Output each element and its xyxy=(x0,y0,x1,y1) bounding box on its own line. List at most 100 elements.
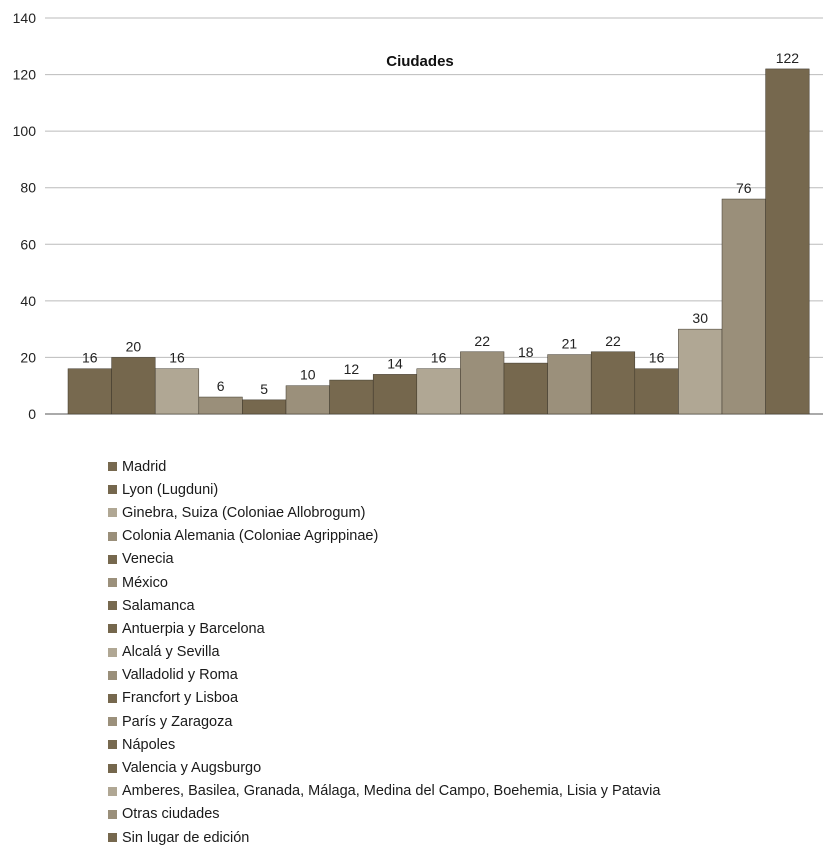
legend-item: Salamanca xyxy=(108,594,660,617)
legend-item: Valencia y Augsburgo xyxy=(108,756,660,779)
bar xyxy=(590,351,636,415)
legend-label: Otras ciudades xyxy=(122,806,220,823)
legend-swatch xyxy=(108,786,117,796)
bars xyxy=(67,68,810,415)
legend-label: Amberes, Basilea, Granada, Málaga, Medin… xyxy=(122,783,661,800)
legend-label: Antuerpia y Barcelona xyxy=(122,620,265,637)
y-tick-label: 40 xyxy=(20,293,36,309)
legend-swatch xyxy=(108,531,117,541)
bar xyxy=(198,396,243,415)
legend-item: Madrid xyxy=(108,455,660,478)
legend-label: Sin lugar de edición xyxy=(122,829,250,846)
y-tick-label: 120 xyxy=(13,67,37,83)
legend-item: Nápoles xyxy=(108,733,660,756)
legend-swatch xyxy=(108,717,117,727)
bar xyxy=(329,379,374,415)
legend-item: Antuerpia y Barcelona xyxy=(108,617,660,640)
bar xyxy=(503,362,548,415)
legend-label: Madrid xyxy=(122,458,167,475)
legend-label: Lyon (Lugduni) xyxy=(122,481,219,498)
legend-item: Otras ciudades xyxy=(108,803,660,826)
legend-label: Venecia xyxy=(122,551,174,568)
bar xyxy=(111,357,156,415)
legend-swatch xyxy=(108,763,117,773)
legend-swatch xyxy=(108,809,117,819)
bar-value-label: 14 xyxy=(387,355,403,371)
legend-swatch xyxy=(108,578,117,588)
legend-swatch xyxy=(108,833,117,843)
bar xyxy=(547,354,592,415)
y-tick-label: 0 xyxy=(28,406,36,422)
bar xyxy=(721,198,766,415)
bar-value-label: 18 xyxy=(518,344,534,360)
chart-title: Ciudades xyxy=(386,53,454,70)
legend-item: Sin lugar de edición xyxy=(108,826,660,849)
legend: Madrid Lyon (Lugduni) Ginebra, Suiza (Colo… xyxy=(108,455,660,849)
legend-swatch xyxy=(108,462,117,472)
legend-label: Alcalá y Sevilla xyxy=(122,644,220,661)
bar-value-label: 5 xyxy=(260,381,268,397)
bar xyxy=(154,368,200,415)
bar-value-label: 122 xyxy=(776,50,800,66)
bar xyxy=(416,368,461,415)
y-tick-label: 100 xyxy=(13,123,37,139)
y-tick-label: 140 xyxy=(13,10,37,26)
bar xyxy=(634,368,679,415)
bar-value-label: 76 xyxy=(736,180,752,196)
bar-value-label: 6 xyxy=(217,378,225,394)
gridlines xyxy=(45,17,823,415)
bar-value-label: 21 xyxy=(562,336,578,352)
data-labels: 16 20 16 6 5 10 12 14 16 22 18 21 22 16 30 76 122 xyxy=(82,50,799,397)
legend-label: París y Zaragoza xyxy=(122,713,233,730)
legend-label: Ginebra, Suiza (Coloniae Allobrogum) xyxy=(122,504,366,521)
legend-swatch xyxy=(108,624,117,634)
legend-label: México xyxy=(122,574,168,591)
legend-item: Venecia xyxy=(108,548,660,571)
legend-swatch xyxy=(108,601,117,611)
legend-label: Colonia Alemania (Coloniae Agrippinae) xyxy=(122,528,379,545)
bar xyxy=(460,351,505,415)
legend-swatch xyxy=(108,647,117,657)
y-axis-ticks: 0 20 40 60 80 100 120 140 xyxy=(13,10,37,422)
legend-label: Francfort y Lisboa xyxy=(122,690,239,707)
bar-value-label: 16 xyxy=(82,350,98,366)
bar-value-label: 30 xyxy=(692,310,708,326)
legend-swatch xyxy=(108,554,117,564)
legend-item: Lyon (Lugduni) xyxy=(108,478,660,501)
bar xyxy=(242,399,287,415)
bar xyxy=(765,68,810,415)
bar-chart: 0 20 40 60 80 100 120 140 16 20 16 6 5 10 12 14 16 22 18 2… xyxy=(13,10,823,422)
bar-value-label: 16 xyxy=(431,350,447,366)
bar xyxy=(285,385,330,415)
legend-item: Francfort y Lisboa xyxy=(108,687,660,710)
y-tick-label: 20 xyxy=(20,349,36,365)
y-tick-label: 60 xyxy=(20,236,36,252)
legend-item: México xyxy=(108,571,660,594)
legend-label: Valencia y Augsburgo xyxy=(122,760,262,777)
bar xyxy=(67,368,112,415)
legend-item: Amberes, Basilea, Granada, Málaga, Medin… xyxy=(108,780,660,803)
legend-swatch xyxy=(108,693,117,703)
legend-label: Valladolid y Roma xyxy=(122,667,238,684)
legend-label: Nápoles xyxy=(122,736,176,753)
bar xyxy=(372,374,418,415)
legend-swatch xyxy=(108,508,117,518)
legend-item: Alcalá y Sevilla xyxy=(108,641,660,664)
legend-item: Valladolid y Roma xyxy=(108,664,660,687)
legend-swatch xyxy=(108,670,117,680)
legend-item: París y Zaragoza xyxy=(108,710,660,733)
legend-swatch xyxy=(108,485,117,495)
bar-value-label: 16 xyxy=(169,350,185,366)
y-tick-label: 80 xyxy=(20,180,36,196)
bar-value-label: 22 xyxy=(474,333,490,349)
legend-item: Ginebra, Suiza (Coloniae Allobrogum) xyxy=(108,501,660,524)
bar-value-label: 12 xyxy=(344,361,360,377)
bar-value-label: 22 xyxy=(605,333,621,349)
bar-value-label: 10 xyxy=(300,367,316,383)
bar xyxy=(678,328,723,415)
bar-value-label: 16 xyxy=(649,350,665,366)
legend-item: Colonia Alemania (Coloniae Agrippinae) xyxy=(108,525,660,548)
legend-swatch xyxy=(108,740,117,750)
bar-value-label: 20 xyxy=(126,338,142,354)
legend-label: Salamanca xyxy=(122,597,195,614)
